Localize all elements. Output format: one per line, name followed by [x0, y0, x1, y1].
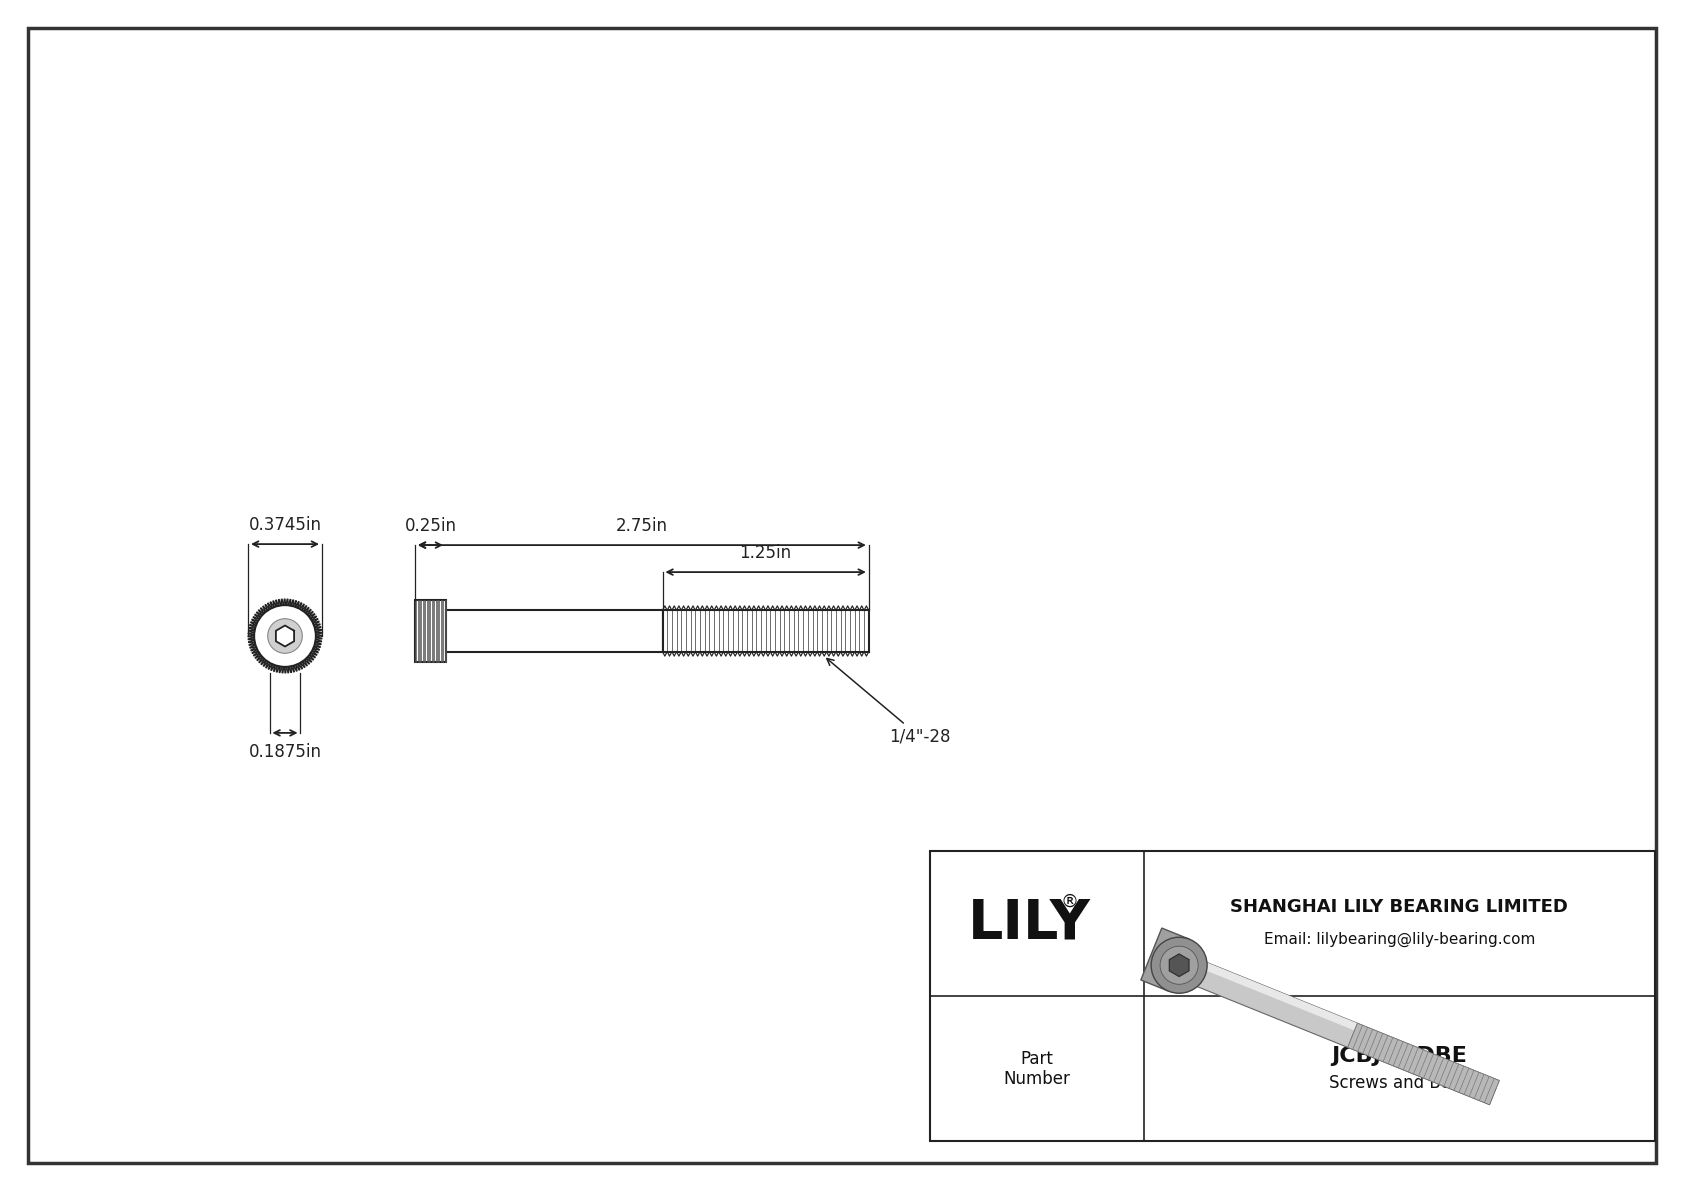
- Text: LILY: LILY: [968, 897, 1090, 950]
- Text: 0.1875in: 0.1875in: [249, 743, 322, 761]
- Polygon shape: [248, 599, 322, 673]
- Text: 2.75in: 2.75in: [616, 517, 669, 535]
- Polygon shape: [1169, 954, 1189, 977]
- Text: SHANGHAI LILY BEARING LIMITED: SHANGHAI LILY BEARING LIMITED: [1231, 898, 1568, 917]
- Circle shape: [1152, 937, 1207, 993]
- Text: 0.3745in: 0.3745in: [249, 516, 322, 534]
- Circle shape: [268, 618, 303, 654]
- Text: Number: Number: [1004, 1070, 1071, 1087]
- Circle shape: [254, 605, 317, 667]
- Polygon shape: [1347, 1023, 1499, 1105]
- Circle shape: [246, 597, 323, 675]
- Bar: [414, 600, 446, 662]
- Bar: [662, 610, 869, 651]
- Bar: [930, 852, 1655, 1141]
- Text: 1.25in: 1.25in: [739, 544, 791, 562]
- Circle shape: [1160, 946, 1197, 984]
- Text: Part: Part: [1021, 1049, 1054, 1067]
- Text: ®: ®: [1061, 892, 1079, 910]
- Text: JCBJGADBE: JCBJGADBE: [1332, 1047, 1467, 1066]
- Text: 1/4"-28: 1/4"-28: [827, 659, 950, 746]
- Polygon shape: [1180, 953, 1499, 1087]
- Text: 0.25in: 0.25in: [404, 517, 456, 535]
- Bar: [446, 610, 662, 651]
- Polygon shape: [276, 625, 295, 647]
- Text: Screws and Bolts: Screws and Bolts: [1329, 1073, 1470, 1091]
- Polygon shape: [1174, 953, 1499, 1105]
- Text: Email: lilybearing@lily-bearing.com: Email: lilybearing@lily-bearing.com: [1263, 931, 1536, 947]
- Polygon shape: [1140, 928, 1189, 991]
